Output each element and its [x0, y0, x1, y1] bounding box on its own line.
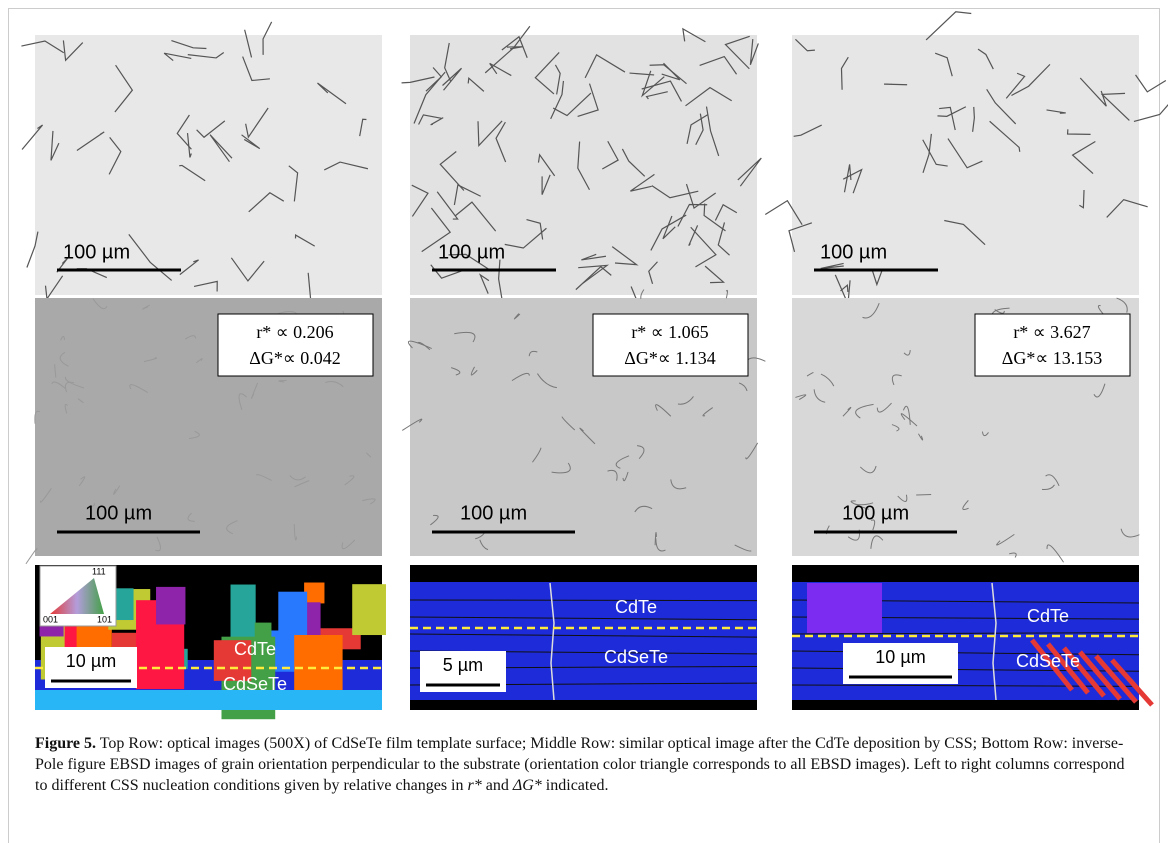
scale-label: 10 µm — [875, 647, 925, 667]
ebsd-grain — [231, 585, 256, 638]
grain-boundary — [410, 600, 757, 601]
scale-label: 100 µm — [460, 502, 527, 524]
ebsd-grain — [352, 584, 386, 635]
scale-label: 100 µm — [85, 502, 152, 524]
layer-label: CdSeTe — [1016, 651, 1080, 671]
layer-label: CdTe — [1027, 606, 1069, 626]
g-value: ΔG*∝ 1.134 — [624, 348, 715, 368]
caption-text: indicated. — [542, 777, 609, 794]
ebsd-grain — [304, 583, 324, 604]
g-value: ΔG*∝ 0.042 — [249, 348, 340, 368]
surface-texture — [26, 548, 37, 563]
scale-label: 10 µm — [66, 651, 116, 671]
layer-label: CdSeTe — [223, 674, 287, 694]
figure: 100 µm r* ∝ 0.206 ΔG*∝ 0.042 100 µm CdTe CdSe… — [0, 0, 1168, 730]
scale-label: 100 µm — [820, 241, 887, 263]
caption-symbol: r* — [468, 777, 482, 794]
triangle-label: 101 — [97, 614, 112, 624]
r-value: r* ∝ 3.627 — [1013, 322, 1090, 342]
scale-label: 100 µm — [438, 241, 505, 263]
r-value: r* ∝ 1.065 — [631, 322, 708, 342]
triangle-label: 111 — [92, 566, 106, 576]
ebsd-grain — [807, 583, 882, 633]
layer-label: CdTe — [615, 597, 657, 617]
scale-label: 5 µm — [443, 655, 483, 675]
ebsd-grain — [156, 587, 185, 625]
layer-label: CdSeTe — [604, 647, 668, 667]
g-value: ΔG*∝ 13.153 — [1002, 348, 1102, 368]
scale-label: 100 µm — [63, 241, 130, 263]
triangle-label: 001 — [43, 614, 58, 624]
r-value: r* ∝ 0.206 — [256, 322, 333, 342]
grain-boundary — [1134, 90, 1168, 122]
caption-text: and — [482, 777, 513, 794]
surface-texture — [916, 495, 931, 496]
grain-boundary — [884, 84, 907, 85]
grain-boundary — [1136, 75, 1166, 92]
caption-symbol: ΔG* — [513, 777, 542, 794]
caption: Figure 5. Top Row: optical images (500X)… — [35, 733, 1135, 796]
scale-label: 100 µm — [842, 502, 909, 524]
layer-label: CdTe — [234, 639, 276, 659]
ebsd-layer — [35, 690, 382, 710]
caption-label: Figure 5. — [35, 735, 96, 752]
